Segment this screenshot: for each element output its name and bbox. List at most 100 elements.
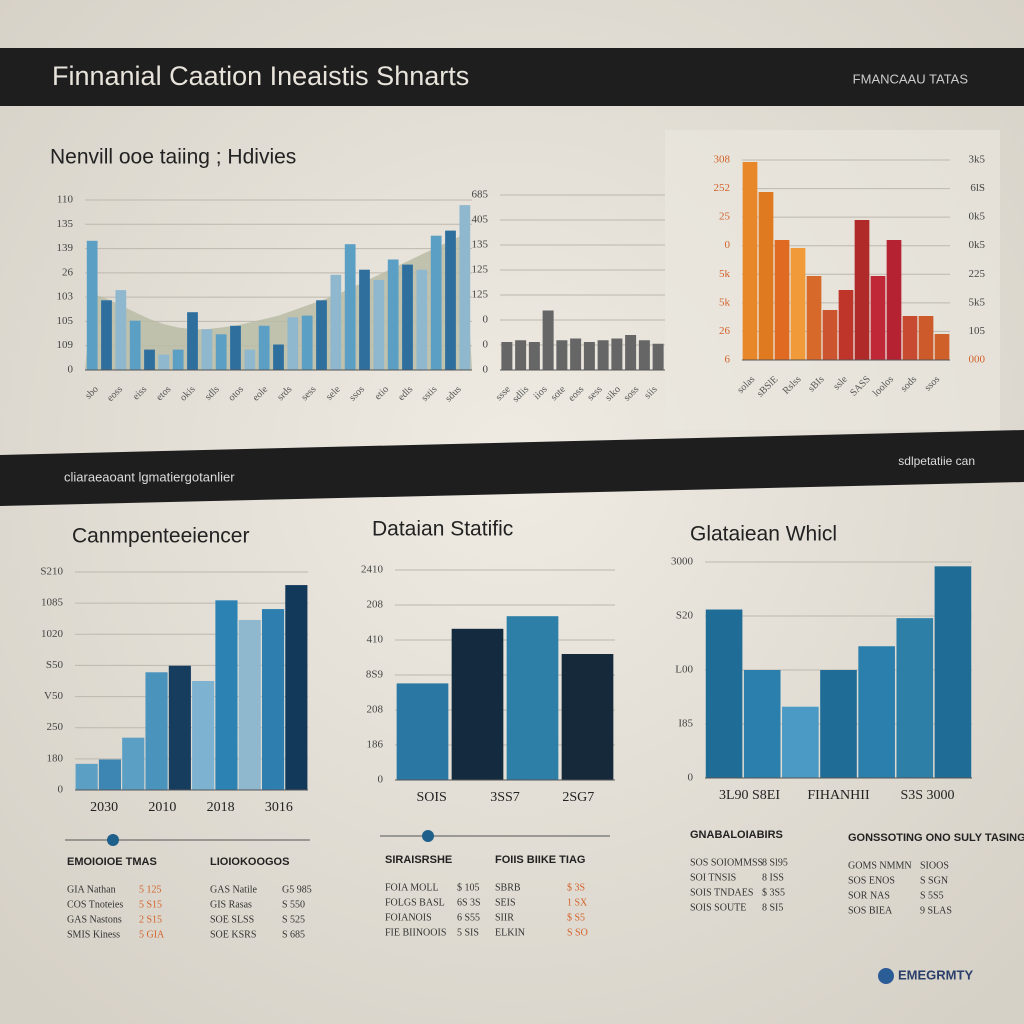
y2-axis-label: 6lS [970, 182, 985, 194]
bar [934, 566, 972, 778]
bar [806, 276, 822, 360]
y-axis-label: 26 [62, 266, 74, 278]
bar [501, 342, 513, 370]
table-cell: SOR NAS [848, 890, 890, 901]
bar [396, 683, 449, 780]
x-axis-label: FIHANHII [807, 788, 870, 803]
table-cell: S 550 [282, 899, 305, 910]
bar [822, 310, 838, 360]
table-cell: S SO [567, 927, 588, 938]
table-cell: 8 ISS [762, 872, 784, 883]
header-right: FMANCAAU TATAS [853, 71, 969, 86]
table-cell: GIA Nathan [67, 884, 116, 895]
table-cell: FIE BIINOOIS [385, 927, 446, 938]
y-axis-label: 5k [719, 296, 731, 308]
bar [896, 618, 934, 778]
x-axis-label: SOIS [416, 790, 446, 805]
bar [330, 274, 342, 370]
chart-title: Dataian Statific [372, 518, 513, 541]
panel [665, 130, 1000, 430]
bar [838, 290, 854, 360]
bar [758, 192, 774, 360]
bar [129, 320, 141, 370]
y2-axis-label: 3k5 [969, 154, 986, 166]
table-cell: $ 3S5 [762, 887, 785, 898]
x-axis-label: 2010 [148, 800, 176, 815]
bar [611, 338, 623, 370]
bar [556, 340, 568, 370]
table-cell: SOS BIEA [848, 905, 893, 916]
y-axis-label: 26 [719, 325, 731, 337]
table-cell: S SGN [920, 875, 948, 886]
table-cell: GOMS NMMN [848, 860, 912, 871]
y-axis-label: 1020 [41, 628, 64, 640]
bar [570, 338, 582, 370]
y-axis-label: 410 [367, 634, 384, 646]
table-cell: 9 SLAS [920, 905, 952, 916]
y-axis-label: 3000 [671, 556, 694, 568]
bar [261, 609, 285, 790]
y-axis-label: 208 [367, 704, 384, 716]
bar [230, 325, 241, 370]
bar [287, 317, 299, 370]
table-cell: GAS Natile [210, 884, 258, 895]
bar [316, 300, 327, 370]
table-cell: SMIS Kiness [67, 929, 120, 940]
x-axis-label: 2SG7 [562, 790, 594, 805]
bar [115, 290, 127, 370]
bar [638, 340, 650, 370]
x-axis-label: 3016 [265, 800, 293, 815]
bar [387, 259, 399, 370]
bar [743, 670, 781, 778]
table-cell: $ 105 [457, 882, 480, 893]
table-cell: 5 SIS [457, 927, 479, 938]
y2-axis-label: 000 [969, 354, 986, 366]
table-cell: $ 3S [567, 882, 585, 893]
bar [886, 240, 902, 360]
bar [597, 340, 609, 370]
y-axis-label: S20 [676, 610, 694, 622]
table-cell: SOIS TNDAES [690, 887, 753, 898]
table-title: SIRAISRSHE [385, 854, 452, 866]
table-cell: SOS SOIOMMSS [690, 857, 763, 868]
bar [790, 248, 806, 360]
table-cell: 5 GIA [139, 929, 165, 940]
bar [98, 759, 122, 790]
y2-axis-label: 0k5 [969, 211, 986, 223]
table-cell: SOE KSRS [210, 929, 256, 940]
y-axis-label: S210 [40, 566, 63, 578]
bar [451, 628, 504, 780]
bar [705, 609, 743, 778]
table-cell: 8 SI5 [762, 902, 783, 913]
bar [201, 329, 213, 370]
bar [158, 354, 170, 370]
header-title: Finnanial Caation Ineaistis Shnarts [52, 61, 469, 91]
bar [918, 316, 934, 360]
bar [359, 269, 370, 370]
bar [101, 300, 112, 370]
bar [75, 763, 98, 790]
bar [782, 706, 819, 778]
y-axis-label: S50 [46, 659, 64, 671]
bar [774, 240, 790, 360]
x-axis-label: 3SS7 [490, 790, 520, 805]
bar [244, 349, 256, 370]
bar [258, 325, 270, 370]
y-axis-label: 186 [367, 739, 384, 751]
table-cell: $ S5 [567, 912, 585, 923]
x-axis-label: S3S 3000 [900, 788, 954, 803]
table-cell: S 525 [282, 914, 305, 925]
table-cell: ELKIN [495, 927, 525, 938]
bar [373, 279, 385, 370]
table-cell: GAS Nastons [67, 914, 122, 925]
table-cell: COS Tnoteies [67, 899, 123, 910]
table-cell: SOS ENOS [848, 875, 895, 886]
y-axis-label: 685 [472, 189, 489, 201]
y-axis-label: 135 [472, 239, 489, 251]
chart-title: Nenvill ooe taiing ; Hdivies [50, 146, 296, 169]
table-cell: 2 S15 [139, 914, 162, 925]
table-cell: 1 SX [567, 897, 588, 908]
y-axis-label: 252 [714, 182, 731, 194]
bar [902, 316, 918, 360]
bar [854, 220, 870, 360]
